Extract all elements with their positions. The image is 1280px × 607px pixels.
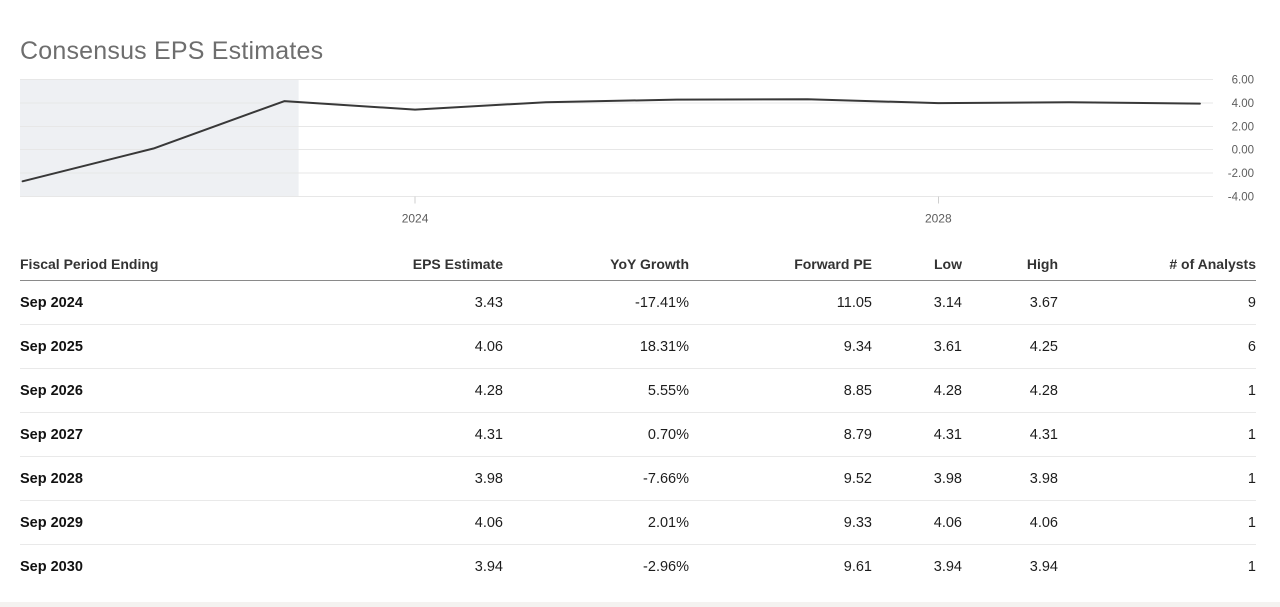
yoy-growth-cell: -2.96% <box>643 558 689 575</box>
high-cell: 3.67 <box>1029 294 1058 311</box>
high-cell: 3.94 <box>1029 558 1058 575</box>
eps-estimate-cell: 4.06 <box>474 338 503 355</box>
high-cell: 4.25 <box>1029 338 1058 355</box>
yoy-growth-cell: -17.41% <box>634 294 689 311</box>
forward-pe-cell: 8.79 <box>843 426 872 443</box>
high-cell: 4.28 <box>1029 382 1058 399</box>
forward-pe-cell: 8.85 <box>843 382 872 399</box>
eps-estimate-line <box>21 98 1201 183</box>
fiscal-period-cell: Sep 2028 <box>20 470 83 487</box>
num-analysts-cell: 9 <box>1247 294 1256 311</box>
column-header-high: High <box>1026 255 1058 272</box>
column-header-num-analysts: # of Analysts <box>1169 255 1256 272</box>
fiscal-period-cell: Sep 2024 <box>20 294 83 311</box>
fiscal-period-cell: Sep 2027 <box>20 426 83 443</box>
eps-estimate-cell: 4.31 <box>474 426 503 443</box>
forward-pe-cell: 11.05 <box>836 294 872 311</box>
table-row: Sep 2030 3.94 -2.96% 9.61 3.94 3.94 1 <box>20 545 1256 588</box>
high-cell: 3.98 <box>1029 470 1058 487</box>
yoy-growth-cell: 5.55% <box>647 382 689 399</box>
chart-y-axis-label: -4.00 <box>1228 192 1254 204</box>
page-title: Consensus EPS Estimates <box>20 36 324 65</box>
fiscal-period-cell: Sep 2030 <box>20 558 83 575</box>
eps-estimates-table: Fiscal Period Ending EPS Estimate YoY Grow… <box>20 247 1256 588</box>
num-analysts-cell: 1 <box>1247 558 1256 575</box>
chart-x-axis-label: 2024 <box>402 212 429 226</box>
forward-pe-cell: 9.61 <box>843 558 872 575</box>
eps-estimate-cell: 3.94 <box>474 558 503 575</box>
eps-estimate-cell: 4.28 <box>474 382 503 399</box>
column-header-forward-pe: Forward PE <box>794 255 872 272</box>
yoy-growth-cell: 2.01% <box>647 514 689 531</box>
eps-estimates-chart[interactable]: 6.00 4.00 2.00 0.00 -2.00 -4.00 2024 2028 <box>0 0 1280 240</box>
column-header-fiscal-period-ending: Fiscal Period Ending <box>20 255 159 272</box>
forward-pe-cell: 9.34 <box>843 338 872 355</box>
page-bottom-strip <box>0 602 1280 607</box>
high-cell: 4.06 <box>1029 514 1058 531</box>
low-cell: 3.98 <box>933 470 962 487</box>
table-row: Sep 2028 3.98 -7.66% 9.52 3.98 3.98 1 <box>20 457 1256 501</box>
high-cell: 4.31 <box>1029 426 1058 443</box>
table-row: Sep 2025 4.06 18.31% 9.34 3.61 4.25 6 <box>20 325 1256 369</box>
num-analysts-cell: 1 <box>1247 382 1256 399</box>
low-cell: 3.14 <box>933 294 962 311</box>
yoy-growth-cell: 0.70% <box>647 426 689 443</box>
fiscal-period-cell: Sep 2026 <box>20 382 83 399</box>
forward-pe-cell: 9.33 <box>843 514 872 531</box>
chart-x-axis-label: 2028 <box>925 212 952 226</box>
eps-estimate-cell: 3.43 <box>474 294 503 311</box>
table-row: Sep 2029 4.06 2.01% 9.33 4.06 4.06 1 <box>20 501 1256 545</box>
eps-estimate-cell: 3.98 <box>474 470 503 487</box>
low-cell: 3.61 <box>933 338 962 355</box>
num-analysts-cell: 6 <box>1247 338 1256 355</box>
fiscal-period-cell: Sep 2025 <box>20 338 83 355</box>
table-row: Sep 2027 4.31 0.70% 8.79 4.31 4.31 1 <box>20 413 1256 457</box>
num-analysts-cell: 1 <box>1247 470 1256 487</box>
chart-y-axis-label: 2.00 <box>1232 121 1254 133</box>
table-row: Sep 2024 3.43 -17.41% 11.05 3.14 3.67 9 <box>20 281 1256 325</box>
table-body: Sep 2024 3.43 -17.41% 11.05 3.14 3.67 9 Sep 202… <box>20 281 1256 588</box>
chart-y-axis-label: -2.00 <box>1228 168 1254 180</box>
chart-y-axis-label: 0.00 <box>1232 145 1254 157</box>
table-row: Sep 2026 4.28 5.55% 8.85 4.28 4.28 1 <box>20 369 1256 413</box>
num-analysts-cell: 1 <box>1247 426 1256 443</box>
column-header-low: Low <box>934 255 962 272</box>
eps-estimate-cell: 4.06 <box>474 514 503 531</box>
yoy-growth-cell: 18.31% <box>639 338 689 355</box>
num-analysts-cell: 1 <box>1247 514 1256 531</box>
forward-pe-cell: 9.52 <box>843 470 872 487</box>
column-header-eps-estimate: EPS Estimate <box>412 255 503 272</box>
yoy-growth-cell: -7.66% <box>643 470 689 487</box>
table-header-row: Fiscal Period Ending EPS Estimate YoY Grow… <box>20 247 1256 281</box>
chart-y-axis-label: 6.00 <box>1232 75 1254 87</box>
chart-y-axis-label: 4.00 <box>1232 98 1254 110</box>
low-cell: 3.94 <box>933 558 962 575</box>
column-header-yoy-growth: YoY Growth <box>610 255 689 272</box>
fiscal-period-cell: Sep 2029 <box>20 514 83 531</box>
low-cell: 4.28 <box>933 382 962 399</box>
chart-historical-shaded-region <box>20 79 299 197</box>
low-cell: 4.31 <box>933 426 962 443</box>
low-cell: 4.06 <box>933 514 962 531</box>
